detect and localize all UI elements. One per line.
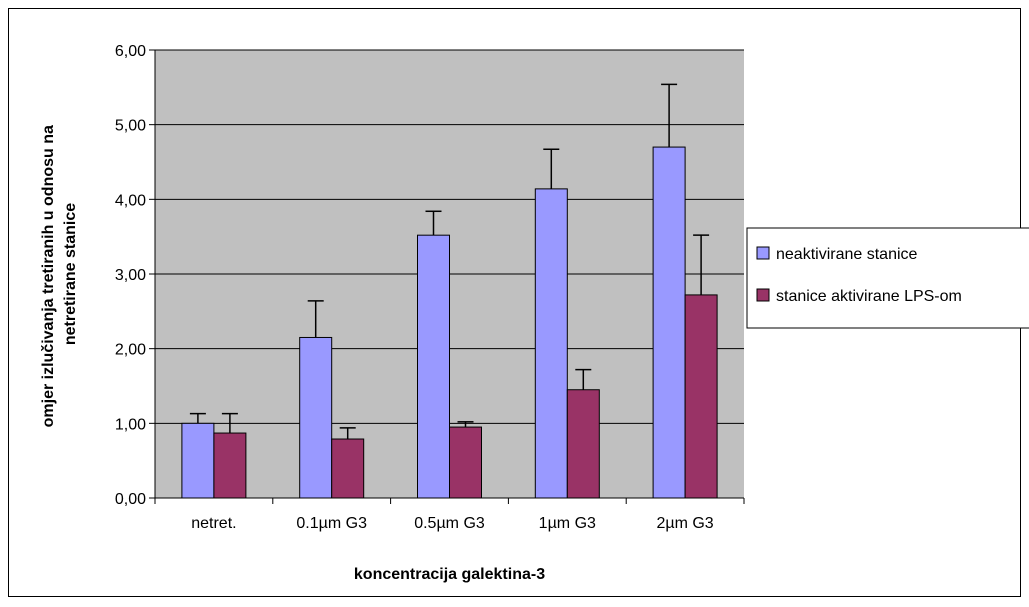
bar-neaktivirane <box>417 234 450 499</box>
x-tick-label: 0.5µm G3 <box>414 515 485 532</box>
axes <box>149 49 745 504</box>
bar-aktivirane <box>213 432 247 499</box>
legend-swatch <box>756 246 770 260</box>
bar-neaktivirane <box>299 336 333 499</box>
y-axis-title: omjer izlučivanja tretiranih u odnosu na… <box>40 121 79 428</box>
y-axis-title-line-2: netretirane stanice <box>62 203 79 345</box>
y-tick-label: 3,00 <box>115 267 146 284</box>
bar-aktivirane <box>684 294 718 499</box>
x-tick-label: 2µm G3 <box>656 515 713 532</box>
bar-aktivirane <box>449 426 482 499</box>
bar-aktivirane <box>331 438 365 499</box>
legend: neaktivirane stanice stanice aktivirane L… <box>746 227 1029 329</box>
bar-neaktivirane <box>652 146 686 499</box>
bar-neaktivirane <box>181 422 215 499</box>
x-axis-title: koncentracija galektina-3 <box>354 566 545 583</box>
x-tick-labels: netret. 0.1µm G3 0.5µm G3 1µm G3 2µm G3 <box>191 515 714 532</box>
y-tick-label: 4,00 <box>115 192 146 209</box>
bar-aktivirane <box>566 389 600 499</box>
error-bars <box>189 83 710 440</box>
legend-label: neaktivirane stanice <box>776 246 918 263</box>
y-tick-labels: 0,00 1,00 2,00 3,00 4,00 5,00 6,00 <box>115 43 146 508</box>
bar-neaktivirane <box>534 188 568 499</box>
x-tick-label: 0.1µm G3 <box>296 515 367 532</box>
y-tick-label: 6,00 <box>115 43 146 60</box>
legend-swatch <box>756 288 770 302</box>
legend-box <box>746 227 1029 329</box>
y-axis-title-line-1: omjer izlučivanja tretiranih u odnosu na <box>40 125 57 427</box>
y-tick-label: 0,00 <box>115 491 146 508</box>
y-tick-label: 1,00 <box>115 416 146 433</box>
y-tick-label: 5,00 <box>115 118 146 135</box>
bars <box>181 146 718 499</box>
legend-label: stanice aktivirane LPS-om <box>776 288 962 305</box>
x-tick-label: 1µm G3 <box>539 515 596 532</box>
y-tick-label: 2,00 <box>115 342 146 359</box>
x-tick-label: netret. <box>191 515 236 532</box>
